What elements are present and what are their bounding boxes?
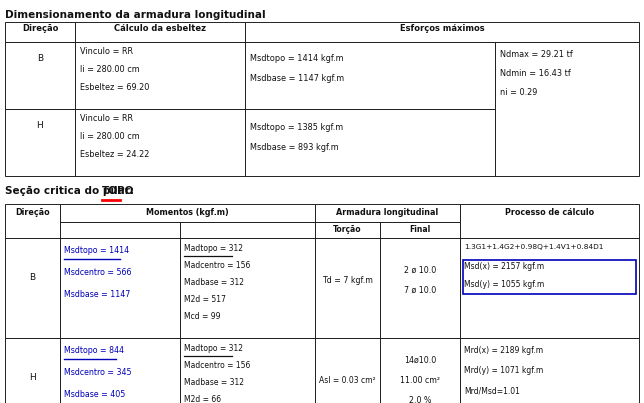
Text: Armadura longitudinal: Armadura longitudinal	[336, 208, 439, 217]
Bar	[463, 260, 636, 294]
Text: Esbeltez = 69.20: Esbeltez = 69.20	[80, 83, 149, 92]
Text: Madcentro = 156: Madcentro = 156	[184, 361, 251, 370]
Text: Torção: Torção	[333, 225, 362, 234]
Text: Final: Final	[410, 225, 431, 234]
Text: 7 ø 10.0: 7 ø 10.0	[404, 286, 436, 295]
Text: Vinculo = RR: Vinculo = RR	[80, 47, 133, 56]
Text: Msdtopo = 1385 kgf.m: Msdtopo = 1385 kgf.m	[250, 123, 343, 132]
Text: Vinculo = RR: Vinculo = RR	[80, 114, 133, 123]
Text: B: B	[37, 54, 43, 63]
Text: Td = 7 kgf.m: Td = 7 kgf.m	[322, 276, 373, 285]
Text: 2 ø 10.0: 2 ø 10.0	[404, 266, 436, 275]
Text: Msdcentro = 345: Msdcentro = 345	[64, 368, 131, 377]
Text: M2d = 517: M2d = 517	[184, 295, 226, 304]
Text: li = 280.00 cm: li = 280.00 cm	[80, 65, 140, 74]
Bar	[5, 238, 60, 338]
Text: 1.3G1+1.4G2+0.98Q+1.4V1+0.84D1: 1.3G1+1.4G2+0.98Q+1.4V1+0.84D1	[464, 244, 603, 250]
Bar	[380, 238, 460, 338]
Bar	[245, 109, 495, 176]
Text: Madtopo = 312: Madtopo = 312	[184, 344, 243, 353]
Bar	[495, 42, 639, 176]
Text: Ndmin = 16.43 tf: Ndmin = 16.43 tf	[500, 69, 571, 78]
Bar	[75, 109, 245, 176]
Text: ni = 0.29: ni = 0.29	[500, 88, 537, 97]
Text: Direção: Direção	[22, 24, 58, 33]
Text: Mrd(x) = 2189 kgf.m: Mrd(x) = 2189 kgf.m	[464, 346, 543, 355]
Bar	[180, 338, 315, 403]
Text: M2d = 66: M2d = 66	[184, 395, 221, 403]
Text: Ndmax = 29.21 tf: Ndmax = 29.21 tf	[500, 50, 573, 59]
Text: Msdtopo = 1414 kgf.m: Msdtopo = 1414 kgf.m	[250, 54, 343, 63]
Bar	[5, 204, 60, 238]
Text: Msdtopo = 1414: Msdtopo = 1414	[64, 246, 129, 255]
Text: 11.00 cm²: 11.00 cm²	[400, 376, 440, 385]
Text: Cálculo da esbeltez: Cálculo da esbeltez	[114, 24, 206, 33]
Text: Momentos (kgf.m): Momentos (kgf.m)	[146, 208, 229, 217]
Bar	[60, 222, 180, 238]
Text: Mcd = 99: Mcd = 99	[184, 312, 220, 321]
Text: Processo de cálculo: Processo de cálculo	[505, 208, 594, 217]
Bar	[5, 338, 60, 403]
Text: 2.0 %: 2.0 %	[409, 396, 431, 403]
Text: Msdcentro = 566: Msdcentro = 566	[64, 268, 131, 277]
Text: Msdbase = 1147 kgf.m: Msdbase = 1147 kgf.m	[250, 74, 344, 83]
Bar	[245, 42, 495, 109]
Text: Msdbase = 893 kgf.m: Msdbase = 893 kgf.m	[250, 143, 339, 152]
Bar	[5, 42, 75, 109]
Bar	[460, 204, 639, 238]
Bar	[5, 22, 75, 42]
Text: Mrd/Msd=1.01: Mrd/Msd=1.01	[464, 386, 520, 395]
Text: Mrd(y) = 1071 kgf.m: Mrd(y) = 1071 kgf.m	[464, 366, 544, 375]
Text: B: B	[30, 273, 35, 282]
Bar	[315, 204, 460, 222]
Bar	[60, 204, 315, 222]
Text: Madbase = 312: Madbase = 312	[184, 378, 244, 387]
Bar	[460, 338, 639, 403]
Bar	[315, 222, 380, 238]
Text: Asl = 0.03 cm²: Asl = 0.03 cm²	[319, 376, 376, 385]
Text: Madtopo = 312: Madtopo = 312	[184, 244, 243, 253]
Text: Msd(x) = 2157 kgf.m: Msd(x) = 2157 kgf.m	[464, 262, 544, 271]
Bar	[180, 238, 315, 338]
Bar	[380, 338, 460, 403]
Bar	[75, 22, 245, 42]
Bar	[245, 22, 639, 42]
Bar	[315, 238, 380, 338]
Bar	[180, 222, 315, 238]
Bar	[75, 42, 245, 109]
Text: Msd(y) = 1055 kgf.m: Msd(y) = 1055 kgf.m	[464, 280, 544, 289]
Text: Msdbase = 1147: Msdbase = 1147	[64, 290, 130, 299]
Bar	[460, 238, 639, 338]
Text: Dimensionamento da armadura longitudinal: Dimensionamento da armadura longitudinal	[5, 10, 265, 20]
Text: TOPO: TOPO	[102, 186, 135, 196]
Text: Direção: Direção	[15, 208, 50, 217]
Bar	[380, 222, 460, 238]
Bar	[5, 109, 75, 176]
Text: li = 280.00 cm: li = 280.00 cm	[80, 132, 140, 141]
Text: Seção critica do pilar:: Seção critica do pilar:	[5, 186, 138, 196]
Text: Msdtopo = 844: Msdtopo = 844	[64, 346, 124, 355]
Text: Madbase = 312: Madbase = 312	[184, 278, 244, 287]
Bar	[60, 238, 180, 338]
Text: H: H	[29, 373, 36, 382]
Text: 14ø10.0: 14ø10.0	[404, 356, 436, 365]
Text: Msdbase = 405: Msdbase = 405	[64, 390, 125, 399]
Text: Esforços máximos: Esforços máximos	[400, 24, 484, 33]
Text: H: H	[37, 121, 43, 130]
Bar	[60, 338, 180, 403]
Text: Esbeltez = 24.22: Esbeltez = 24.22	[80, 150, 149, 159]
Text: Madcentro = 156: Madcentro = 156	[184, 261, 251, 270]
Bar	[315, 338, 380, 403]
